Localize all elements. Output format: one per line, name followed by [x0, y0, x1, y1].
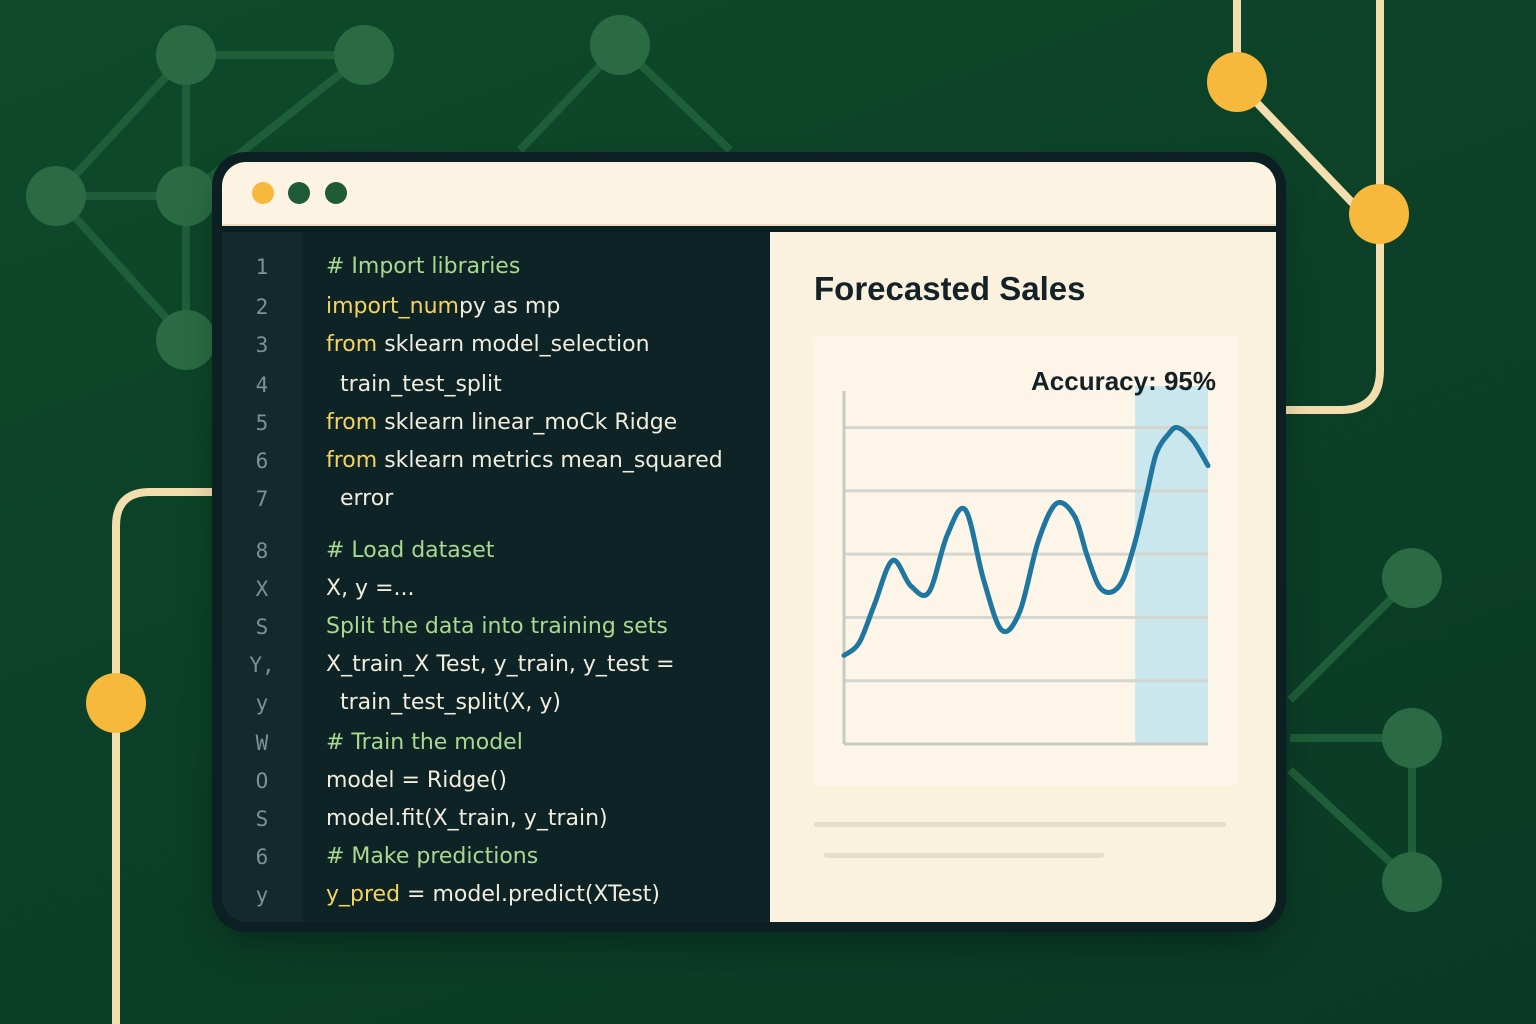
code-token: from [326, 448, 378, 473]
code-line: train_test_split(X, y) [326, 690, 561, 715]
code-line: error [326, 486, 393, 511]
line-number: W [255, 731, 269, 755]
code-token: dataset [411, 538, 495, 563]
forecast-region [1135, 386, 1208, 744]
code-token: = model.predict(XTest) [400, 882, 660, 907]
line-number: S [255, 615, 269, 639]
sales-series-line [841, 424, 1211, 658]
network-node [1382, 548, 1442, 608]
code-token: error [326, 486, 394, 511]
line-number: X [255, 577, 269, 601]
line-number: y [255, 883, 269, 907]
placeholder-text-line [814, 822, 1226, 827]
code-line: # Make predictions [326, 844, 538, 869]
code-token: X_train_X Test, y_train, y_test = [326, 652, 675, 677]
network-node [1382, 852, 1442, 912]
code-token: sklearn metrics mean_squared [377, 448, 723, 473]
code-line: model.fit(X_train, y_train) [326, 806, 608, 831]
code-token: train_test_split [326, 372, 502, 397]
network-node [590, 15, 650, 75]
line-number: 6 [255, 449, 269, 473]
code-line: # Import libraries [326, 254, 520, 279]
window-control-minimize[interactable] [252, 182, 274, 204]
line-number: S [255, 807, 269, 831]
app-window: 1 2 3 4 5 6 7 8 X S Y, y W O S 6 y # Import libraries imp… [222, 162, 1276, 922]
window-titlebar [222, 162, 1276, 226]
code-editor[interactable]: 1 2 3 4 5 6 7 8 X S Y, y W O S 6 y # Import libraries imp… [222, 232, 770, 922]
line-number: 5 [255, 411, 269, 435]
code-token: y_pred [326, 882, 401, 907]
code-line: train_test_split [326, 372, 502, 397]
line-number: Y, [249, 653, 275, 677]
panel-title: Forecasted Sales [814, 270, 1086, 307]
code-token: import_num [326, 294, 459, 319]
code-token: from [326, 410, 378, 435]
code-line: y_pred = model.predict(XTest) [326, 882, 660, 907]
code-token: from [326, 332, 378, 357]
line-number: 7 [255, 487, 269, 511]
code-token: Split the data into training sets [326, 614, 668, 639]
code-line: import_numpy as mp [326, 294, 560, 319]
code-line: from sklearn linear_moCk Ridge [326, 410, 677, 435]
accuracy-label: Accuracy: 95% [1031, 366, 1216, 396]
network-node [26, 166, 86, 226]
code-line: model = Ridge() [326, 768, 507, 793]
code-token: # Import libraries [326, 254, 521, 279]
forecast-chart [841, 386, 1211, 746]
line-number: O [255, 769, 269, 793]
code-token: sklearn linear_moCk Ridge [377, 410, 678, 435]
line-number: 8 [255, 539, 269, 563]
code-token: sklearn model_selection [377, 332, 650, 357]
circuit-node [1349, 184, 1409, 244]
line-number: 2 [255, 295, 269, 319]
forecast-panel: Forecasted Sales Accuracy: 95% [770, 232, 1276, 922]
code-token: model = Ridge() [326, 768, 507, 793]
code-token: # Load [326, 538, 412, 563]
code-line: # Train the model [326, 730, 523, 755]
code-line: from sklearn model_selection [326, 332, 650, 357]
window-control-zoom[interactable] [288, 182, 310, 204]
code-line: Split the data into training sets [326, 614, 668, 639]
code-line: from sklearn metrics mean_squared [326, 448, 723, 473]
line-number: 6 [255, 845, 269, 869]
code-token: # Make predictions [326, 844, 539, 869]
network-node [156, 25, 216, 85]
code-token: X, y =... [326, 576, 415, 601]
code-token: # Train the model [326, 730, 523, 755]
placeholder-text-line [824, 853, 1104, 858]
line-number: 1 [255, 255, 269, 279]
chart-card: Accuracy: 95% [814, 336, 1238, 786]
code-line: X, y =... [326, 576, 414, 601]
network-node [334, 25, 394, 85]
circuit-node [1207, 52, 1267, 112]
code-token: train_test_split(X, y) [326, 690, 561, 715]
code-line: # Load dataset [326, 538, 494, 563]
line-number: y [255, 691, 269, 715]
window-control-close[interactable] [325, 182, 347, 204]
code-line: X_train_X Test, y_train, y_test = [326, 652, 675, 677]
circuit-node [86, 673, 146, 733]
line-number-gutter: 1 2 3 4 5 6 7 8 X S Y, y W O S 6 y [222, 232, 302, 922]
code-token: model.fit(X_train, y_train) [326, 806, 608, 831]
network-node [156, 166, 216, 226]
network-node [156, 310, 216, 370]
line-number: 3 [255, 333, 269, 357]
code-token: py as mp [458, 294, 561, 319]
line-number: 4 [255, 373, 269, 397]
network-node [1382, 708, 1442, 768]
